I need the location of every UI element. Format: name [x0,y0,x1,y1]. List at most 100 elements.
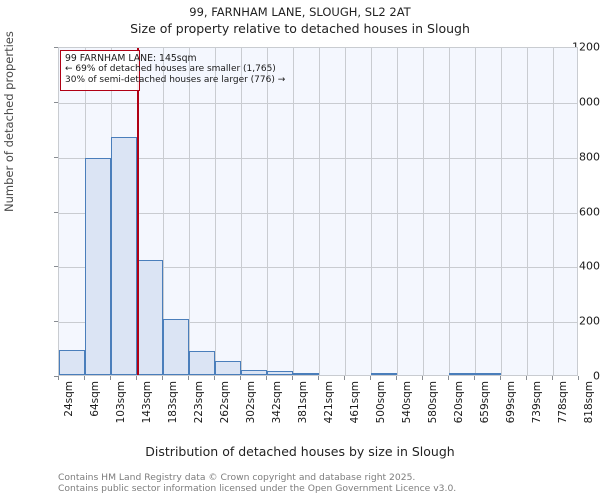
bar-659sqm [475,373,501,375]
x-tick-mark-540sqm [396,376,397,380]
annotation-line-1: 99 FARNHAM LANE: 145sqm [65,53,197,64]
x-tick-label-659sqm: 659sqm [478,381,491,424]
footer-line-2: Contains public sector information licen… [58,483,457,494]
y-tick-mark-800 [54,156,58,158]
gridline-y-800 [59,157,577,159]
x-tick-mark-659sqm [474,376,475,380]
annotation-line-3: 30% of semi-detached houses are larger (… [65,75,286,86]
x-tick-label-580sqm: 580sqm [426,381,439,424]
gridline-x-10 [319,48,320,375]
gridline-y-200 [59,322,577,324]
gridline-x-7 [241,48,242,375]
gridline-y-600 [59,212,577,214]
x-tick-mark-223sqm [188,376,189,380]
x-tick-label-262sqm: 262sqm [218,381,231,424]
gridline-y-400 [59,267,577,269]
x-tick-mark-461sqm [344,376,345,380]
x-tick-mark-342sqm [266,376,267,380]
x-tick-mark-620sqm [448,376,449,380]
x-tick-label-223sqm: 223sqm [192,381,205,424]
x-tick-label-500sqm: 500sqm [374,381,387,424]
y-tick-label-400: 400 [579,259,600,273]
plot-area: 99 FARNHAM LANE: 145sqm ← 69% of detache… [58,47,578,376]
x-tick-label-778sqm: 778sqm [556,381,569,424]
y-tick-mark-1200 [54,47,58,48]
x-tick-mark-778sqm [552,376,553,380]
y-tick-label-200: 200 [579,314,600,328]
bar-223sqm [189,350,215,375]
gridline-x-19 [553,48,554,375]
x-tick-label-24sqm: 24sqm [62,381,75,417]
gridline-x-17 [501,48,502,375]
bar-183sqm [163,318,189,375]
gridline-x-15 [449,48,450,375]
bar-143sqm [137,259,163,375]
y-tick-mark-600 [54,211,58,213]
bar-103sqm [111,137,137,375]
x-axis-label: Distribution of detached houses by size … [145,444,455,459]
gridline-x-14 [423,48,424,375]
gridline-x-11 [345,48,346,375]
footer-attribution: Contains HM Land Registry data © Crown c… [58,472,456,494]
y-tick-mark-200 [54,321,58,323]
x-tick-label-381sqm: 381sqm [296,381,309,424]
x-tick-label-64sqm: 64sqm [88,381,101,417]
bar-381sqm [293,373,319,375]
y-tick-mark-400 [54,266,58,268]
gridline-y-1000 [59,102,577,104]
annotation-line-2: ← 69% of detached houses are smaller (1,… [65,64,276,75]
x-tick-label-699sqm: 699sqm [504,381,517,424]
bar-620sqm [449,373,475,375]
x-tick-mark-24sqm [58,376,59,380]
x-tick-label-461sqm: 461sqm [348,381,361,424]
x-tick-label-540sqm: 540sqm [400,381,413,424]
y-tick-label-600: 600 [579,205,600,218]
footer-line-1: Contains HM Land Registry data © Crown c… [58,472,416,483]
y-tick-label-0: 0 [593,369,600,383]
chart-subtitle: Size of property relative to detached ho… [130,21,470,36]
bar-500sqm [371,373,397,375]
x-tick-mark-302sqm [240,376,241,380]
x-tick-mark-64sqm [84,376,85,380]
x-tick-label-620sqm: 620sqm [452,381,465,424]
bar-64sqm [85,157,111,375]
x-tick-mark-381sqm [292,376,293,380]
x-tick-mark-183sqm [162,376,163,380]
bar-24sqm [59,350,85,375]
x-tick-mark-818sqm [578,376,579,380]
gridline-x-4 [163,48,164,375]
x-tick-label-103sqm: 103sqm [114,381,127,424]
x-tick-label-302sqm: 302sqm [244,381,257,424]
y-tick-label-1000: 1000 [572,95,600,109]
x-tick-mark-580sqm [422,376,423,380]
x-tick-label-739sqm: 739sqm [530,381,543,424]
x-tick-mark-143sqm [136,376,137,380]
gridline-x-9 [293,48,294,375]
x-tick-mark-421sqm [318,376,319,380]
bar-262sqm [215,361,241,375]
gridline-x-12 [371,48,372,375]
y-tick-mark-0 [54,376,58,377]
x-tick-mark-500sqm [370,376,371,380]
x-tick-label-818sqm: 818sqm [582,381,595,424]
chart-title: 99, FARNHAM LANE, SLOUGH, SL2 2AT [189,5,411,19]
gridline-x-8 [267,48,268,375]
x-tick-label-183sqm: 183sqm [166,381,179,424]
x-tick-mark-262sqm [214,376,215,380]
gridline-x-13 [397,48,398,375]
y-tick-label-1200: 1200 [572,40,600,54]
x-tick-mark-699sqm [500,376,501,380]
property-marker-line [137,48,140,375]
gridline-x-16 [475,48,476,375]
bar-342sqm [267,370,293,375]
y-axis-label: Number of detached properties [2,31,16,212]
bar-302sqm [241,369,267,375]
gridline-x-5 [189,48,190,375]
x-tick-mark-103sqm [110,376,111,380]
x-tick-mark-739sqm [526,376,527,380]
y-tick-label-800: 800 [579,150,600,164]
x-tick-label-143sqm: 143sqm [140,381,153,424]
y-tick-mark-1000 [54,101,58,103]
gridline-x-18 [527,48,528,375]
